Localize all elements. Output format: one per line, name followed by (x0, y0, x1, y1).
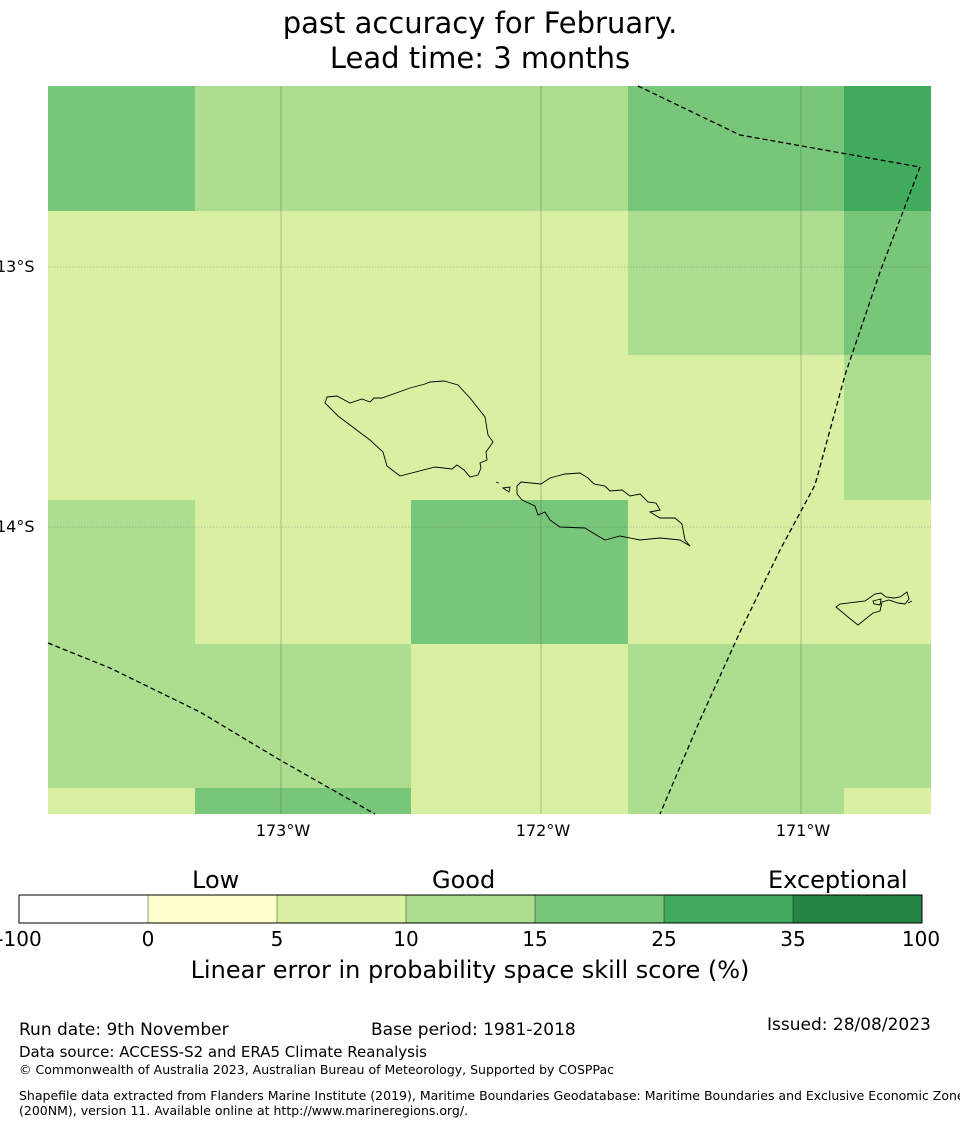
coastlines (324, 380, 913, 626)
map-title-line-1: past accuracy for February. (282, 6, 678, 40)
skill-label-low: Low (192, 866, 240, 894)
colorbar-segment (148, 895, 277, 923)
skill-cell (411, 788, 628, 814)
colorbar-tick: 0 (141, 927, 155, 951)
colorbar-segment (277, 895, 406, 923)
skill-grid (48, 86, 931, 814)
colorbar-tick: 35 (780, 927, 806, 951)
skill-cell (48, 211, 628, 355)
maritime-boundaries (47, 85, 921, 815)
skill-cell (628, 788, 844, 814)
colorbar-tick: 15 (522, 927, 548, 951)
lat-label-14s: 14°S (0, 517, 35, 536)
skill-cell (48, 86, 195, 211)
skill-cell (48, 355, 844, 500)
colorbar-outline (18, 894, 923, 924)
map-title-line-2: Lead time: 3 months (329, 41, 631, 75)
colorbar-tick: -100 (0, 927, 42, 951)
colorbar-segment (19, 895, 148, 923)
skill-cell (844, 355, 931, 500)
skill-label-exceptional: Exceptional (768, 866, 908, 894)
skill-cell (48, 788, 195, 814)
manono-island (501, 486, 511, 493)
run-date: Run date: 9th November (19, 1020, 229, 1040)
skill-cell (844, 211, 931, 355)
skill-cell (844, 788, 931, 814)
copyright: © Commonwealth of Australia 2023, Austra… (19, 1062, 614, 1077)
skill-cell (628, 86, 844, 211)
colorbar-tick: 25 (651, 927, 677, 951)
tutuila-island (835, 591, 910, 626)
skill-cell (844, 86, 931, 211)
colorbar-tick: 100 (901, 927, 941, 951)
graticule (48, 86, 931, 814)
lat-label-13s: 13°S (0, 257, 35, 276)
colorbar-tick: 5 (270, 927, 284, 951)
colorbar-segment (406, 895, 535, 923)
skill-cell (411, 644, 628, 788)
apolima-island (495, 481, 500, 484)
lon-label-172w: 172°W (515, 821, 571, 840)
issued-date: Issued: 28/08/2023 (767, 1015, 931, 1035)
skill-cell (48, 500, 195, 644)
skill-label-good: Good (432, 866, 496, 894)
colorbar (18, 894, 923, 924)
data-source: Data source: ACCESS-S2 and ERA5 Climate … (19, 1043, 427, 1061)
skill-cell (195, 788, 411, 814)
skill-cell (411, 500, 628, 644)
colorbar-segment (664, 895, 793, 923)
skill-cell (628, 500, 931, 644)
lon-label-173w: 173°W (255, 821, 311, 840)
colorbar-segment (793, 895, 922, 923)
skill-cell (195, 500, 411, 644)
savaii-island (324, 380, 494, 478)
skill-cell (195, 86, 628, 211)
upolu-island (516, 472, 691, 547)
aunuu-island (907, 600, 913, 604)
skill-cell (628, 211, 844, 355)
shapefile-credit-line-2: (200NM), version 11. Available online at… (19, 1103, 469, 1118)
skill-cell (628, 644, 931, 788)
base-period: Base period: 1981-2018 (371, 1020, 576, 1040)
lon-label-171w: 171°W (775, 821, 831, 840)
colorbar-segment (535, 895, 664, 923)
colorbar-tick: 10 (393, 927, 419, 951)
shapefile-credit-line-1: Shapefile data extracted from Flanders M… (19, 1088, 960, 1103)
colorbar-title: Linear error in probability space skill … (190, 956, 750, 984)
